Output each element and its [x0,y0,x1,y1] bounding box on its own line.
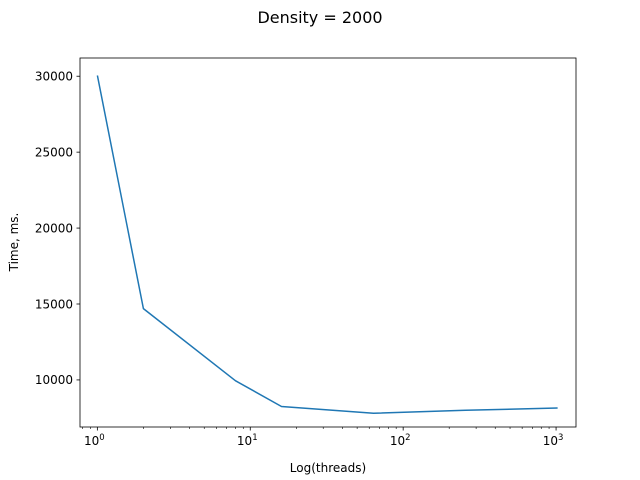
plot-frame [79,57,577,428]
x-tick-label: 103 [543,433,564,448]
plot-area [80,58,576,427]
x-tick-label: 100 [84,433,105,448]
y-tick-label: 25000 [35,145,73,159]
x-tick-label: 102 [390,433,411,448]
y-tick-label: 10000 [35,373,73,387]
x-tick-label: 101 [237,433,258,448]
x-axis-ticks: 100 101 102 103 [82,427,564,448]
plot-marks [96,75,558,415]
y-tick-label: 20000 [35,221,73,235]
x-axis-label: Log(threads) [290,461,366,475]
y-axis-ticks: 10000 15000 20000 25000 30000 [35,70,80,387]
y-tick-label: 30000 [35,70,73,84]
y-tick-label: 15000 [35,297,73,311]
chart-title: Density = 2000 [257,8,382,27]
y-axis-label: Time, ms. [7,213,21,273]
